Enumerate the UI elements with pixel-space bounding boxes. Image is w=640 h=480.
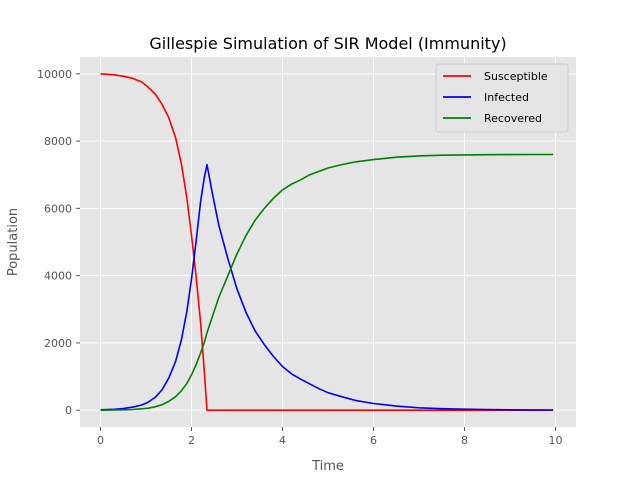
series-line-recovered: [100, 153, 554, 411]
y-tick-label: 8000: [44, 135, 72, 148]
y-axis-label: Population: [6, 208, 21, 276]
x-tick-label: 0: [97, 434, 104, 447]
x-tick-label: 4: [279, 434, 286, 447]
tick-labels: 0 2 4 6 8 10 0 2000 4000 6000 8000 10000: [37, 68, 563, 447]
y-tick-label: 6000: [44, 202, 72, 215]
chart-title: Gillespie Simulation of SIR Model (Immun…: [149, 34, 506, 53]
legend-label-recovered: Recovered: [484, 112, 542, 125]
x-tick-label: 8: [461, 434, 468, 447]
series-lines: [100, 73, 554, 412]
y-tick-label: 0: [65, 404, 72, 417]
x-axis-label: Time: [311, 459, 344, 474]
y-tick-label: 2000: [44, 337, 72, 350]
legend: Susceptible Infected Recovered: [435, 63, 569, 133]
series-line-infected: [100, 163, 554, 411]
legend-box: [435, 63, 569, 133]
y-tick-label: 4000: [44, 270, 72, 283]
legend-label-infected: Infected: [484, 91, 529, 104]
x-tick-label: 10: [549, 434, 563, 447]
y-tick-label: 10000: [37, 68, 72, 81]
x-tick-label: 6: [370, 434, 377, 447]
x-tick-label: 2: [188, 434, 195, 447]
legend-label-susceptible: Susceptible: [484, 70, 548, 83]
